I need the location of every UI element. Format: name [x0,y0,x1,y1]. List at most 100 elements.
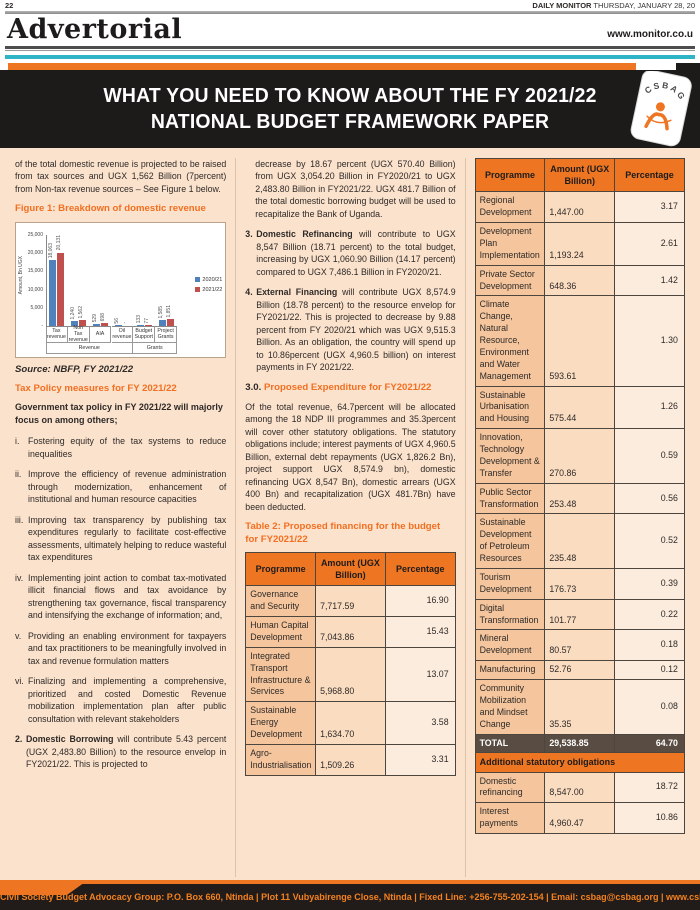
left-numbered-items: 2. Domestic Borrowing will contribute 5.4… [15,733,226,770]
axis-group-label: Revenue [46,342,134,354]
tax-policy-item: v. Providing an enabling environment for … [15,630,227,666]
programme-cell: Innovation, Technology Development & Tra… [474,428,546,484]
section-title: Advertorial [7,14,183,45]
bar-2020-21 [49,260,57,326]
article-body: of the total domestic revenue is project… [0,148,700,881]
amount-cell: 35.35 [544,679,616,735]
banner-orange-bar [8,63,636,70]
banner-top-strip [0,63,700,70]
amount-cell: 7,717.59 [315,585,386,618]
programme-cell: Regional Development [474,191,546,224]
page-footer: Civil Society Budget Advocacy Group: P.O… [0,880,700,910]
tax-policy-heading: Tax Policy measures for FY 2021/22 [15,382,177,394]
divider-thin [5,50,695,51]
heading-number: 3.0. [245,381,262,393]
programme-cell: Tourism Development [474,567,546,600]
footer-contact-text: Civil Society Budget Advocacy Group: P.O… [0,892,700,902]
additional-obligations-band: Additional statutory obligations [474,752,685,773]
table-header-cell: Percentage [614,158,685,193]
divider-teal [5,55,695,59]
divider-thick [5,46,695,49]
axis-group-label: Grants [133,342,177,354]
paper-name-date: DAILY MONITOR THURSDAY, JANUARY 28, 20 [532,1,695,10]
bar-2021-22 [166,319,174,326]
amount-cell: 1,193.24 [544,222,616,266]
legend-label: 2020/21 [202,276,223,283]
table-row: Innovation, Technology Development & Tra… [474,428,685,484]
amount-cell: 648.36 [544,264,616,297]
table-row: Domestic refinancing 8,547.00 18.72 [474,771,685,804]
programme-cell: Interest payments [474,802,546,835]
footer-orange-rule [0,880,700,884]
percentage-cell: 0.12 [614,660,685,681]
percentage-cell: 16.90 [384,585,456,618]
legend-label: 2021/22 [202,286,223,293]
amount-cell: 593.61 [544,295,616,387]
percentage-cell: 10.86 [614,802,685,835]
tax-policy-item: iii. Improving tax transparency by publis… [15,514,227,563]
figure-1-heading: Figure 1: Breakdown of domestic revenue [15,203,206,215]
table-row: Tourism Development 176.73 0.39 [474,567,685,600]
banner-title: WHAT YOU NEED TO KNOW ABOUT THE FY 2021/… [103,85,597,133]
percentage-cell: 0.39 [614,567,685,600]
amount-cell: 5,968.80 [315,646,386,703]
csbag-logo-graphic: CSBAG [630,71,692,147]
percentage-cell: 0.18 [614,629,685,662]
table-row: Manufacturing 52.76 0.12 [474,660,685,681]
bar-2020-21 [114,325,122,326]
percentage-cell: 1.30 [614,295,685,387]
table-header-cell: Amount (UGX Billion) [544,158,616,193]
category-label: Tax revenue [46,325,68,343]
programme-cell: Mineral Development [474,629,546,662]
amount-cell: 101.77 [544,598,616,631]
amount-cell: 575.44 [544,385,616,430]
amount-cell: 7,043.86 [315,616,386,648]
programme-cell: Sustainable Development of Petroleum Res… [474,513,546,569]
page-number: 22 [5,1,14,10]
amount-cell: 80.57 [544,629,616,662]
table-row: Development Plan Implementation 1,193.24 2… [474,222,685,266]
table-header-cell: Percentage [384,552,456,587]
chart-source-note: Source: NBFP, FY 2021/22 [15,363,134,375]
total-percentage-cell: 64.70 [614,733,685,754]
expenditure-paragraph: Of the total revenue, 64.7percent will b… [245,401,456,512]
bar-value-label: 77 [143,317,150,324]
table-header-row: Programme Amount (UGX Billion) Percentage [474,158,685,193]
budget-table-left: Programme Amount (UGX Billion) Percentage G… [245,552,456,776]
newspaper-website: www.monitor.co.u [607,29,693,40]
total-amount-cell: 29,538.85 [544,733,616,754]
table-row: Integrated Transport Infrastructure & Se… [245,646,456,703]
percentage-cell: 0.22 [614,598,685,631]
masthead-main-row: Advertorial www.monitor.co.u [5,14,695,46]
footer-orange-flag [0,880,88,895]
bar-value-label: 1,585 [157,305,164,319]
bar-2020-21 [93,323,101,326]
programme-cell: Community Mobilization and Mindset Chang… [474,679,546,735]
programme-cell: Development Plan Implementation [474,222,546,266]
y-axis-tick: 10,000 [27,286,43,293]
newspaper-masthead: 22 DAILY MONITOR THURSDAY, JANUARY 28, 2… [0,0,700,59]
amount-cell: 1,634.70 [315,701,386,745]
y-axis-tick: 25,000 [27,231,43,238]
bar-value-label: 18,063 [48,242,55,259]
category-label: Oil revenue [111,325,134,343]
tax-policy-item: iv. Implementing joint action to combat t… [15,572,227,621]
percentage-cell: 18.72 [614,771,685,804]
bar-value-label: 1,851 [165,304,172,318]
amount-cell: 253.48 [544,482,616,515]
percentage-cell: 0.08 [614,679,685,735]
amount-cell: 4,960.47 [544,802,616,835]
middle-numbered-items: 3. Domestic Refinancing will contribute t… [245,228,455,373]
table-row: Agro-Industrialisation 1,509.26 3.31 [245,743,456,776]
column-middle: decrease by 18.67 percent (UGX 570.40 Bi… [235,158,464,877]
programme-cell: Agro-Industrialisation [245,743,317,776]
bar-value-label: 1,562 [78,305,85,319]
proposed-expenditure-heading: 3.0. Proposed Expenditure for FY2021/22 [245,382,455,393]
programme-cell: Human Capital Development [245,616,317,648]
programme-cell: Domestic refinancing [474,771,546,804]
category-label: Project Grants [155,325,177,343]
table-row: Private Sector Development 648.36 1.42 [474,264,685,297]
table-header-cell: Programme [474,158,546,193]
legend-item: 2021/22 [195,287,222,293]
percentage-cell: 3.17 [614,191,685,224]
